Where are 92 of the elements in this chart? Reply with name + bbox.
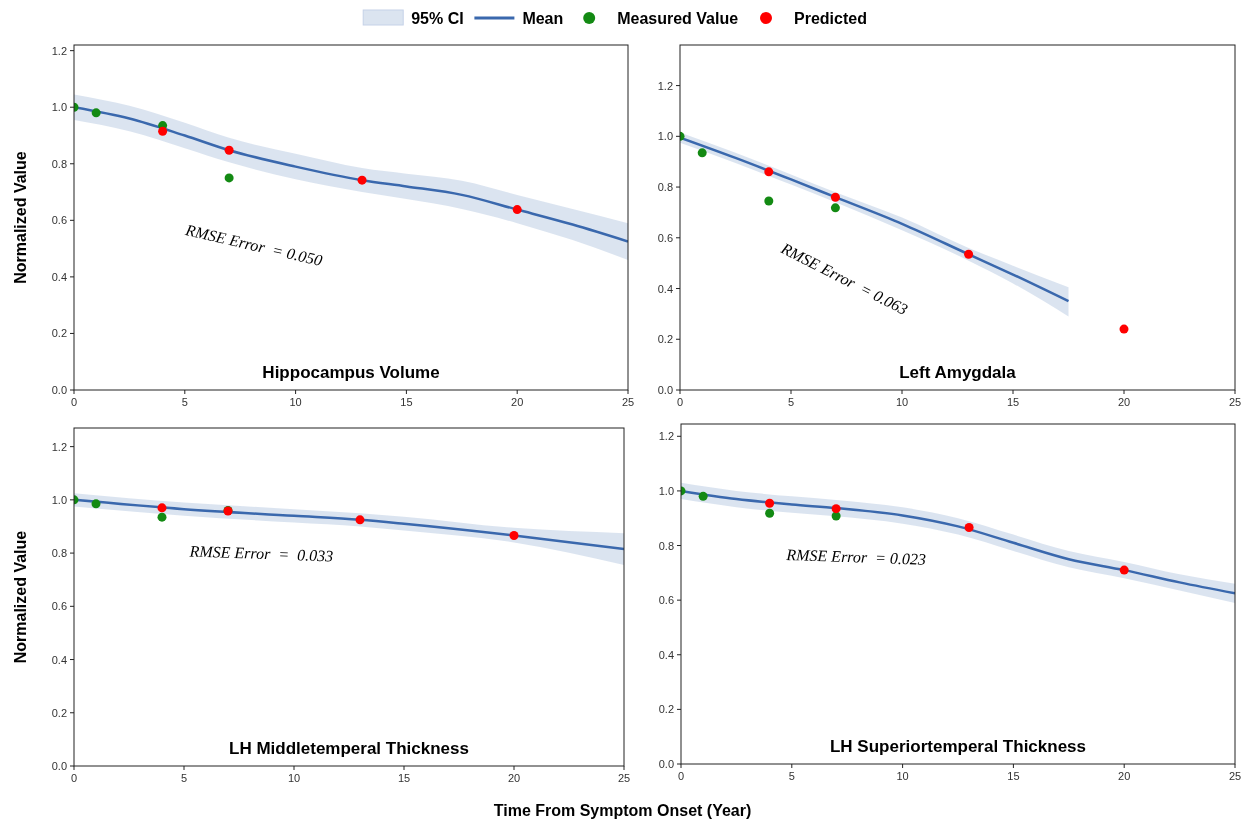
annotation: RMSE Error = 0.063 — [777, 239, 911, 319]
x-tick-label: 15 — [397, 772, 411, 784]
x-tick-label: 0 — [676, 396, 684, 408]
y-tick-label: 0.2 — [658, 703, 674, 716]
y-tick-label: 0.6 — [51, 600, 67, 613]
x-tick-label: 0 — [70, 396, 78, 408]
y-tick-label: 0.4 — [658, 648, 674, 661]
y-tick-label: 0.6 — [51, 214, 67, 227]
x-tick-label: 5 — [181, 396, 188, 408]
x-tick-label: 10 — [289, 396, 302, 408]
y-tick-label: 1.0 — [658, 484, 674, 497]
point — [830, 203, 840, 213]
y-tick-label: 1.2 — [51, 440, 67, 453]
x-tick-label: 25 — [1228, 396, 1242, 408]
x-tick-label: 15 — [1006, 396, 1020, 408]
y-tick-label: 0.2 — [657, 333, 673, 346]
y-tick-label: 1.2 — [658, 430, 674, 443]
point — [765, 498, 775, 508]
y-tick-label: 1.0 — [51, 493, 67, 506]
point — [964, 523, 974, 532]
y-tick-label: 0.8 — [658, 539, 674, 552]
y-tick-label: 0.4 — [51, 270, 67, 283]
x-tick-label: 25 — [1228, 770, 1242, 782]
x-tick-label: 5 — [180, 772, 188, 784]
x-tick-label: 20 — [1117, 396, 1131, 408]
y-tick-label: 0.6 — [657, 231, 673, 244]
text: Hippocampus Volume — [262, 363, 440, 382]
x-tick-label: 25 — [621, 396, 635, 408]
y-axis-title: Normalized Value — [12, 151, 29, 284]
point — [1119, 324, 1129, 334]
x-tick-label: 20 — [1118, 770, 1131, 782]
y-tick-label: 0.0 — [658, 758, 674, 770]
annotation: RMSE Error = 0.033 — [188, 542, 334, 565]
x-tick-label: 25 — [617, 772, 631, 784]
y-axis-title: Normalized Value — [12, 530, 29, 664]
point — [91, 499, 101, 509]
y-tick-label: 0.0 — [657, 384, 673, 396]
y-tick-label: 0.2 — [51, 327, 67, 340]
x-tick-label: 15 — [400, 396, 413, 408]
x-tick-label: 20 — [511, 396, 524, 408]
point — [964, 249, 974, 259]
point — [831, 511, 841, 521]
point — [224, 145, 234, 155]
y-tick-label: 0.4 — [51, 653, 67, 666]
x-tick-label: 10 — [895, 396, 909, 408]
point — [224, 173, 234, 183]
y-tick-label: 0.0 — [51, 384, 67, 396]
point — [764, 196, 774, 206]
x-tick-label: 10 — [896, 770, 909, 782]
point — [830, 192, 840, 202]
point — [1119, 565, 1129, 575]
x-tick-label: 5 — [787, 396, 795, 408]
x-tick-label: 0 — [677, 770, 685, 782]
y-tick-label: 0.8 — [51, 547, 67, 560]
point — [764, 167, 774, 177]
y-tick-label: 0.2 — [51, 706, 67, 719]
point — [157, 512, 167, 522]
y-tick-label: 1.2 — [51, 44, 67, 57]
y-tick-label: 0.8 — [51, 157, 67, 170]
point — [357, 175, 367, 185]
x-tick-label: 0 — [70, 772, 78, 784]
point — [91, 108, 101, 118]
annotation: RMSE Error = 0.023 — [785, 545, 927, 568]
legend-label: Mean — [522, 10, 564, 27]
point — [512, 205, 522, 215]
x-tick-label: 5 — [788, 770, 795, 782]
legend-label: Predicted — [794, 10, 867, 27]
text: LH Middletemperal Thickness — [229, 739, 469, 758]
point — [765, 508, 775, 518]
x-tick-label: 20 — [507, 772, 521, 784]
point — [355, 515, 365, 525]
point — [697, 148, 707, 158]
y-tick-label: 1.0 — [51, 101, 67, 114]
y-tick-label: 1.2 — [657, 79, 673, 92]
text: Left Amygdala — [899, 363, 1017, 382]
y-tick-label: 1.0 — [657, 130, 673, 143]
point — [157, 503, 167, 513]
point — [698, 491, 708, 501]
y-tick-label: 0.6 — [658, 594, 674, 607]
annotation: RMSE Error = 0.050 — [183, 220, 324, 270]
y-tick-label: 0.4 — [657, 282, 673, 295]
y-tick-label: 0.8 — [657, 181, 673, 194]
x-tick-label: 15 — [1007, 770, 1020, 782]
point — [831, 504, 841, 514]
x-axis-title: Time From Symptom Onset (Year) — [493, 802, 752, 819]
legend-title: 95% CI — [411, 10, 464, 27]
text: LH Superiortemperal Thickness — [829, 737, 1087, 756]
x-tick-label: 10 — [287, 772, 301, 784]
point — [509, 531, 519, 541]
y-tick-label: 0.0 — [51, 760, 67, 772]
point — [158, 126, 168, 136]
legend-label: Measured Value — [617, 10, 739, 27]
